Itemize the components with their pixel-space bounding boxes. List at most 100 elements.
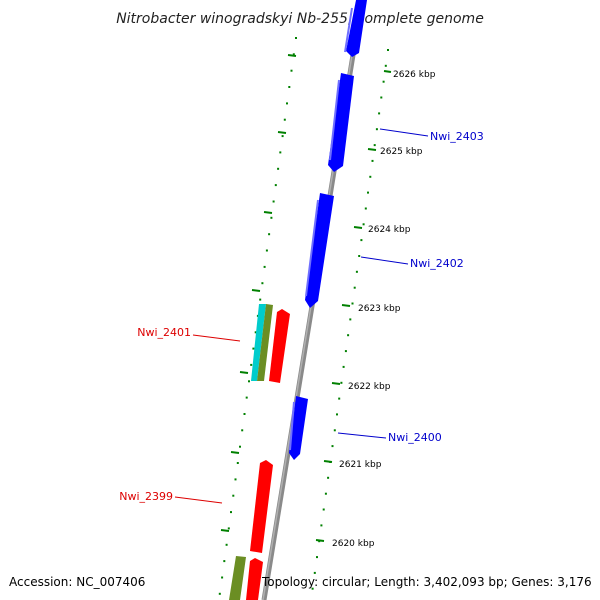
map-title: Nitrobacter winogradskyi Nb-255, complet…	[116, 11, 484, 27]
track-dot	[223, 560, 226, 563]
track-dot	[371, 159, 374, 162]
track-dot	[316, 556, 318, 559]
track-dot	[288, 86, 291, 88]
track-dot	[351, 302, 354, 305]
tick-label: 2624 kbp	[368, 225, 411, 235]
track-dot	[320, 524, 323, 527]
track-dot	[378, 112, 381, 115]
track-dash	[251, 289, 261, 292]
track-dot	[218, 592, 221, 595]
track-dot	[243, 413, 246, 415]
track-dot	[360, 239, 363, 242]
track-dash	[277, 131, 287, 134]
gene-label-nwi-2399[interactable]: Nwi_2399	[119, 490, 173, 503]
track-dot	[349, 318, 352, 321]
gene-nwi-2399[interactable]	[250, 460, 273, 553]
track-dot	[239, 445, 241, 448]
track-dot	[344, 350, 347, 353]
track-dot	[241, 429, 244, 432]
gene-label-nwi-2401[interactable]: Nwi_2401	[137, 326, 191, 339]
track-dot	[353, 286, 356, 289]
inner-dotted-track	[218, 37, 297, 595]
track-dot	[380, 96, 383, 99]
track-dot	[384, 64, 387, 67]
outer-dotted-track	[311, 49, 389, 590]
gene-nwi-2401[interactable]	[269, 309, 290, 383]
track-dot	[227, 527, 230, 530]
track-dot	[327, 476, 330, 479]
track-dot	[230, 511, 232, 514]
track-dot	[221, 576, 224, 579]
track-dash	[230, 451, 240, 454]
track-dot	[281, 135, 284, 138]
reverse-genes	[229, 304, 290, 600]
track-dot	[362, 223, 365, 226]
track-dot	[355, 270, 358, 273]
track-dot	[358, 255, 361, 257]
feature-cyan[interactable]	[251, 304, 266, 381]
track-dot	[268, 233, 271, 236]
track-dot	[248, 380, 250, 383]
track-dash	[287, 54, 297, 57]
track-dot	[336, 413, 338, 416]
track-dot	[254, 331, 257, 334]
gene-label-nwi-2402[interactable]: Nwi_2402	[410, 257, 464, 270]
track-dot	[225, 543, 228, 546]
track-dash	[220, 529, 230, 532]
track-dot	[279, 151, 282, 154]
track-dot	[333, 429, 336, 432]
track-dot	[234, 478, 237, 481]
track-dot	[283, 118, 286, 121]
track-dot	[340, 381, 343, 384]
tick-label: 2626 kbp	[393, 70, 436, 80]
track-dot	[331, 445, 334, 448]
track-dot	[313, 571, 316, 574]
gene-nwi-2400[interactable]	[289, 396, 308, 460]
gene-labels: Nwi_2403 Nwi_2402 Nwi_2401 Nwi_2400 Nwi_…	[119, 128, 484, 504]
track-dot	[274, 184, 277, 187]
tick-label: 2623 kbp	[358, 304, 401, 314]
gene-nwi-2402[interactable]	[305, 193, 334, 308]
track-dot	[250, 363, 253, 366]
track-dot	[290, 69, 293, 72]
topology-text: Topology: circular; Length: 3,402,093 bp…	[262, 575, 592, 589]
track-dot	[324, 492, 327, 495]
track-dash	[263, 211, 273, 214]
track-dot	[322, 508, 325, 511]
track-dot	[277, 167, 280, 170]
accession-text: Accession: NC_007406	[9, 575, 146, 589]
track-dot	[263, 265, 266, 268]
track-dot	[292, 53, 295, 56]
kbp-scale: 2626 kbp 2625 kbp 2624 kbp 2623 kbp 2622…	[315, 70, 436, 549]
tick-label: 2621 kbp	[339, 460, 382, 470]
track-dot	[387, 49, 389, 51]
tick-label: 2622 kbp	[348, 382, 391, 392]
track-dot	[286, 102, 288, 105]
gene-forward-top[interactable]	[346, 0, 367, 57]
track-dot	[342, 365, 345, 368]
track-dot	[252, 347, 255, 350]
gene-nwi-2403[interactable]	[328, 73, 354, 172]
feature-olive-lower[interactable]	[229, 556, 246, 600]
feature-olive-upper[interactable]	[257, 304, 273, 381]
track-dot	[369, 175, 372, 178]
track-dot	[311, 587, 314, 590]
track-dot	[232, 494, 235, 497]
track-dash	[239, 371, 249, 374]
track-dot	[338, 397, 341, 400]
track-dot	[347, 334, 350, 337]
track-dot	[259, 298, 262, 301]
tick-label: 2620 kbp	[332, 539, 375, 549]
forward-genes	[289, 0, 367, 460]
gene-label-nwi-2400[interactable]: Nwi_2400	[388, 431, 442, 444]
track-dot	[373, 144, 376, 147]
gene-reverse-bottom[interactable]	[246, 558, 263, 600]
track-dot	[375, 128, 378, 131]
track-dot	[265, 249, 268, 252]
track-dot	[382, 80, 385, 83]
track-dot	[364, 207, 367, 210]
track-dot	[367, 191, 369, 194]
gene-label-nwi-2403[interactable]: Nwi_2403	[430, 130, 484, 143]
track-dot	[261, 282, 264, 285]
